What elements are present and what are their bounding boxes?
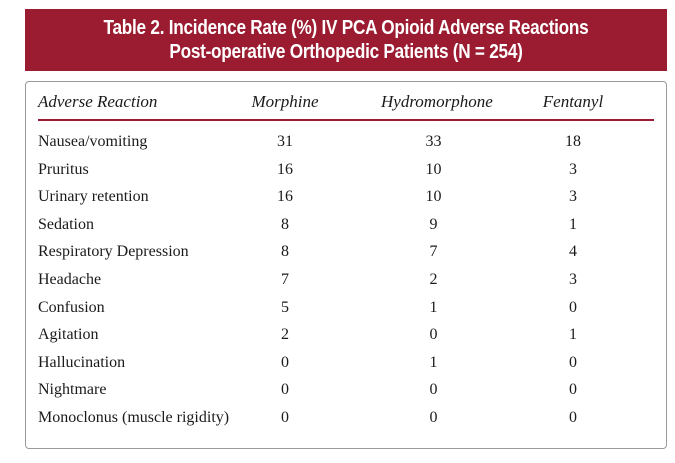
cell-reaction: Headache xyxy=(38,271,102,288)
table-row: Nausea/vomiting 31 33 18 xyxy=(26,130,666,154)
header-divider xyxy=(38,119,654,121)
cell-reaction: Hallucination xyxy=(38,353,126,371)
cell-morphine: 8 xyxy=(281,243,289,261)
cell-hydromorphone: 0 xyxy=(429,381,438,399)
cell-morphine: 0 xyxy=(281,353,289,371)
cell-fentanyl: 0 xyxy=(569,409,577,426)
cell-hydromorphone: 33 xyxy=(425,133,442,150)
cell-hydromorphone: 0 xyxy=(429,409,438,426)
header-adverse-reaction: Adverse Reaction xyxy=(38,92,158,111)
cell-fentanyl: 18 xyxy=(565,133,581,150)
cell-hydromorphone: 10 xyxy=(425,160,442,178)
cell-hydromorphone: 1 xyxy=(429,353,438,371)
cell-reaction: Sedation xyxy=(38,215,94,233)
cell-reaction: Agitation xyxy=(38,326,99,344)
table-row: Confusion 5 1 0 xyxy=(26,296,666,320)
cell-morphine: 2 xyxy=(281,326,289,344)
cell-morphine: 7 xyxy=(281,271,289,288)
table-row: Urinary retention 16 10 3 xyxy=(26,185,666,209)
table-header-row: Adverse Reaction Morphine Hydromorphone … xyxy=(26,92,666,114)
cell-reaction: Nightmare xyxy=(38,381,107,399)
table-title-banner: Table 2. Incidence Rate (%) IV PCA Opioi… xyxy=(25,9,667,71)
table-title-line-2: Post-operative Orthopedic Patients (N = … xyxy=(169,41,523,63)
cell-morphine: 16 xyxy=(277,160,293,178)
cell-morphine: 16 xyxy=(277,188,293,206)
cell-reaction: Monoclonus (muscle rigidity) xyxy=(38,409,230,426)
cell-hydromorphone: 9 xyxy=(429,215,438,233)
cell-morphine: 0 xyxy=(281,409,289,426)
cell-fentanyl: 1 xyxy=(569,215,577,233)
cell-morphine: 5 xyxy=(281,298,289,316)
cell-fentanyl: 0 xyxy=(569,381,577,399)
cell-fentanyl: 0 xyxy=(569,298,577,316)
cell-reaction: Confusion xyxy=(38,298,105,316)
adverse-reactions-table: Adverse Reaction Morphine Hydromorphone … xyxy=(25,81,667,449)
header-morphine: Morphine xyxy=(251,92,319,111)
header-fentanyl: Fentanyl xyxy=(542,92,604,111)
table-title-line-1: Table 2. Incidence Rate (%) IV PCA Opioi… xyxy=(103,17,589,39)
cell-fentanyl: 3 xyxy=(569,160,577,178)
cell-fentanyl: 4 xyxy=(569,243,577,261)
cell-hydromorphone: 10 xyxy=(425,188,442,206)
table-row: Nightmare 0 0 0 xyxy=(26,378,666,402)
cell-hydromorphone: 1 xyxy=(429,298,438,316)
cell-morphine: 8 xyxy=(281,215,289,233)
cell-fentanyl: 1 xyxy=(569,326,577,344)
cell-hydromorphone: 0 xyxy=(429,326,438,344)
cell-reaction: Pruritus xyxy=(38,160,89,178)
header-hydromorphone: Hydromorphone xyxy=(381,92,493,111)
cell-fentanyl: 3 xyxy=(569,188,577,206)
table-row: Headache 7 2 3 xyxy=(26,268,666,292)
cell-reaction: Nausea/vomiting xyxy=(38,133,148,150)
cell-hydromorphone: 7 xyxy=(429,243,438,261)
table-row: Hallucination 0 1 0 xyxy=(26,351,666,375)
table-row: Sedation 8 9 1 xyxy=(26,213,666,237)
table-row: Monoclonus (muscle rigidity) 0 0 0 xyxy=(26,406,666,430)
table-row: Agitation 2 0 1 xyxy=(26,323,666,347)
table-row: Pruritus 16 10 3 xyxy=(26,158,666,182)
cell-fentanyl: 0 xyxy=(569,353,577,371)
cell-hydromorphone: 2 xyxy=(429,271,438,288)
cell-reaction: Urinary retention xyxy=(38,188,149,206)
cell-morphine: 31 xyxy=(277,133,293,150)
cell-fentanyl: 3 xyxy=(569,271,577,288)
cell-reaction: Respiratory Depression xyxy=(38,243,189,261)
cell-morphine: 0 xyxy=(281,381,289,399)
table-row: Respiratory Depression 8 7 4 xyxy=(26,240,666,264)
